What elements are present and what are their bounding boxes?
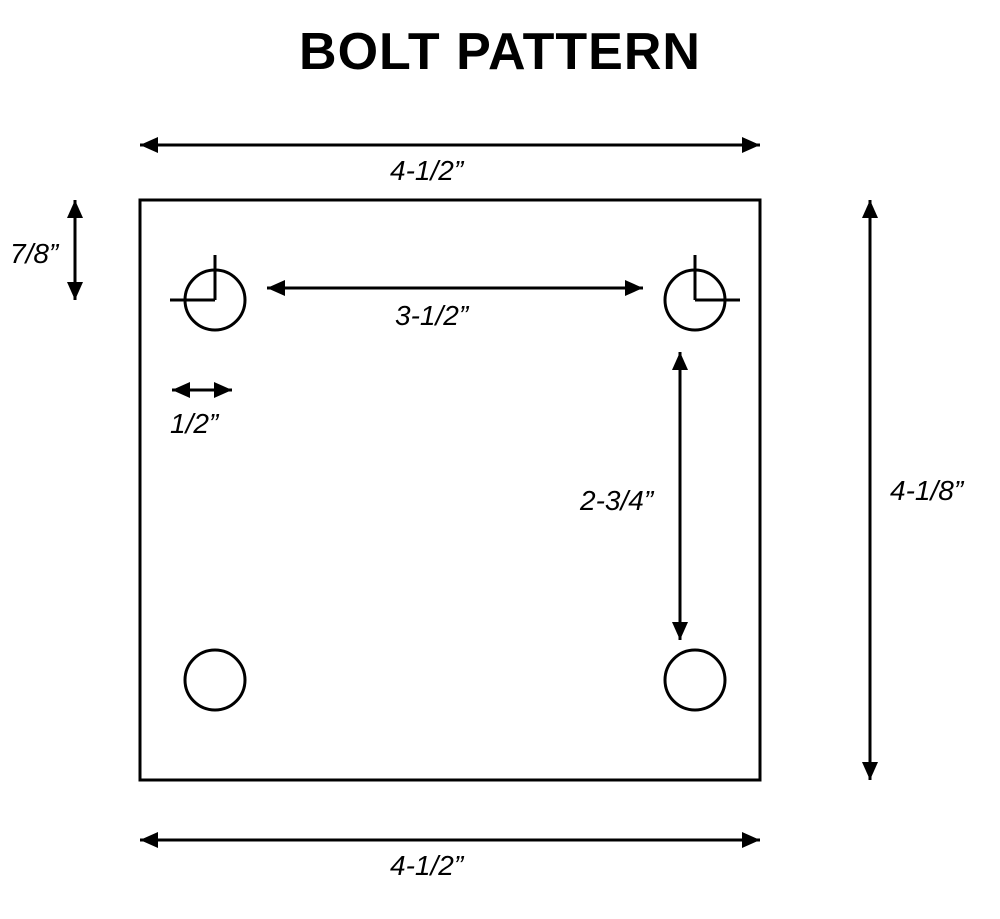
dim-label-hole-diameter: 1/2”: [170, 408, 218, 440]
dim-label-right-height: 4-1/8”: [890, 475, 963, 507]
dim-label-top-width: 4-1/2”: [390, 155, 463, 187]
dim-label-hole-spacing-h: 3-1/2”: [395, 300, 468, 332]
dim-label-hole-spacing-v: 2-3/4”: [580, 485, 653, 517]
bolt-pattern-diagram: [0, 0, 1000, 919]
dim-label-bottom-width: 4-1/2”: [390, 850, 463, 882]
diagram-container: BOLT PATTERN 4-1/2” 4-1/2” 4-1/8” 7/8” 3…: [0, 0, 1000, 919]
dim-label-top-offset: 7/8”: [10, 238, 58, 270]
